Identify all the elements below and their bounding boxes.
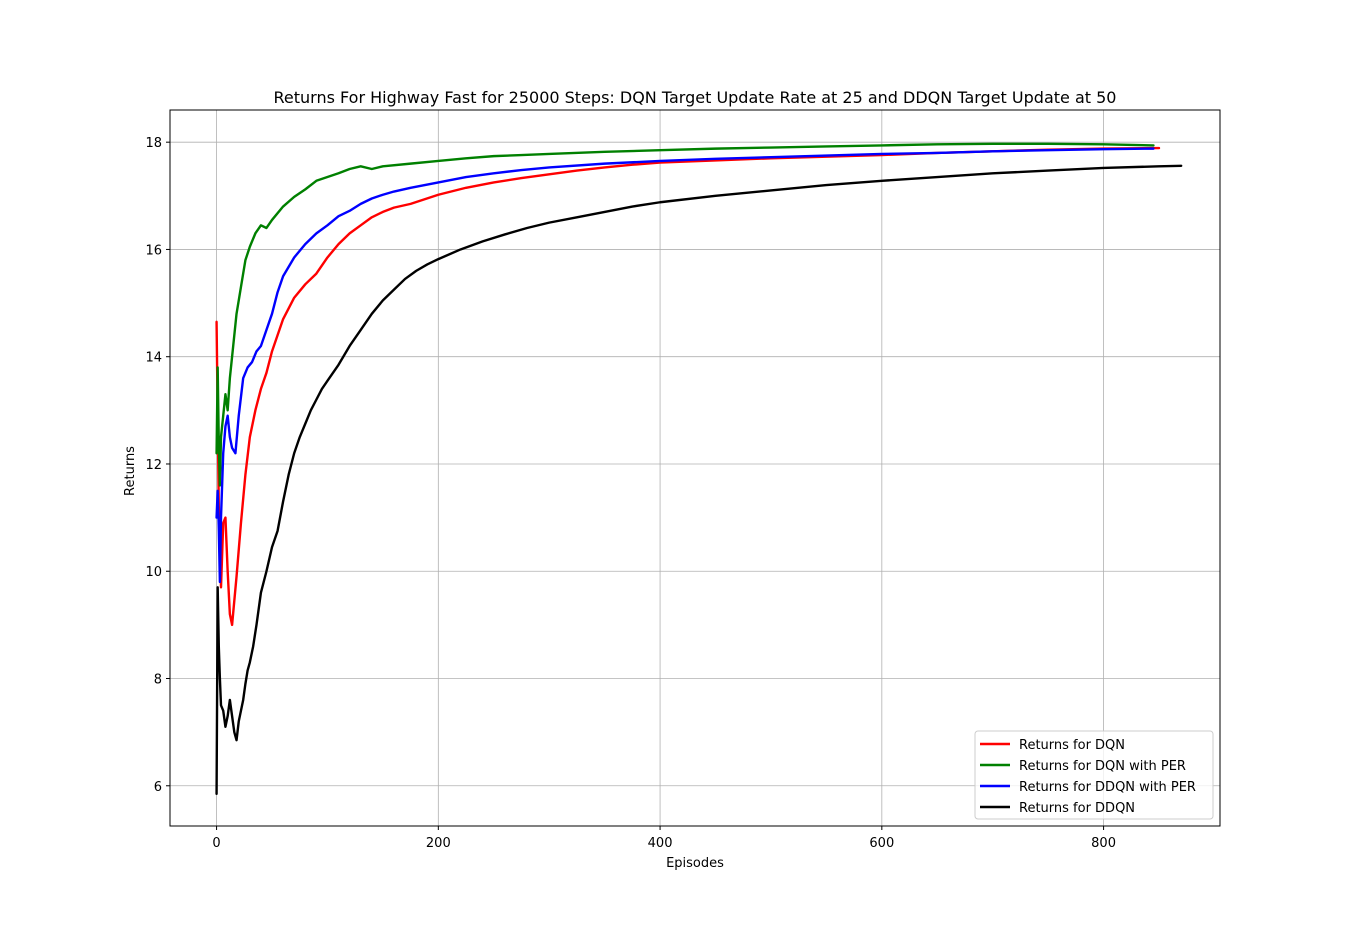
x-tick-label: 800 <box>1091 836 1116 851</box>
legend: Returns for DQN Returns for DQN with PER R… <box>974 730 1214 820</box>
x-axis-label: Episodes <box>666 856 724 871</box>
legend-label-2: Returns for DDQN with PER <box>1019 780 1196 795</box>
x-tick-label: 0 <box>212 836 220 851</box>
series-line-2 <box>215 147 1155 584</box>
plot-frame <box>169 109 1221 827</box>
y-tick-label: 12 <box>145 458 162 473</box>
chart-title: Returns For Highway Fast for 25000 Steps… <box>274 88 1117 107</box>
legend-label-1: Returns for DQN with PER <box>1019 759 1186 774</box>
series-line-3 <box>215 164 1183 796</box>
y-axis-label: Returns <box>123 446 138 496</box>
y-tick-label: 8 <box>154 673 162 688</box>
legend-label-0: Returns for DQN <box>1019 738 1125 753</box>
y-tick-label: 18 <box>145 136 162 151</box>
x-tick-label: 600 <box>869 836 894 851</box>
series-layer <box>215 142 1183 796</box>
legend-frame <box>974 730 1214 820</box>
x-tick-label: 200 <box>426 836 451 851</box>
grid <box>170 110 1220 826</box>
legend-label-3: Returns for DDQN <box>1019 801 1135 816</box>
y-tick-label: 16 <box>145 243 162 258</box>
tick-layer: 0 200 400 600 800 6 8 10 12 14 16 18 <box>145 136 1116 851</box>
series-line-1 <box>215 142 1155 487</box>
x-tick-label: 400 <box>648 836 673 851</box>
y-tick-label: 6 <box>154 780 162 795</box>
series-line-0 <box>215 146 1161 627</box>
y-tick-label: 10 <box>145 565 162 580</box>
y-tick-label: 14 <box>145 351 162 366</box>
